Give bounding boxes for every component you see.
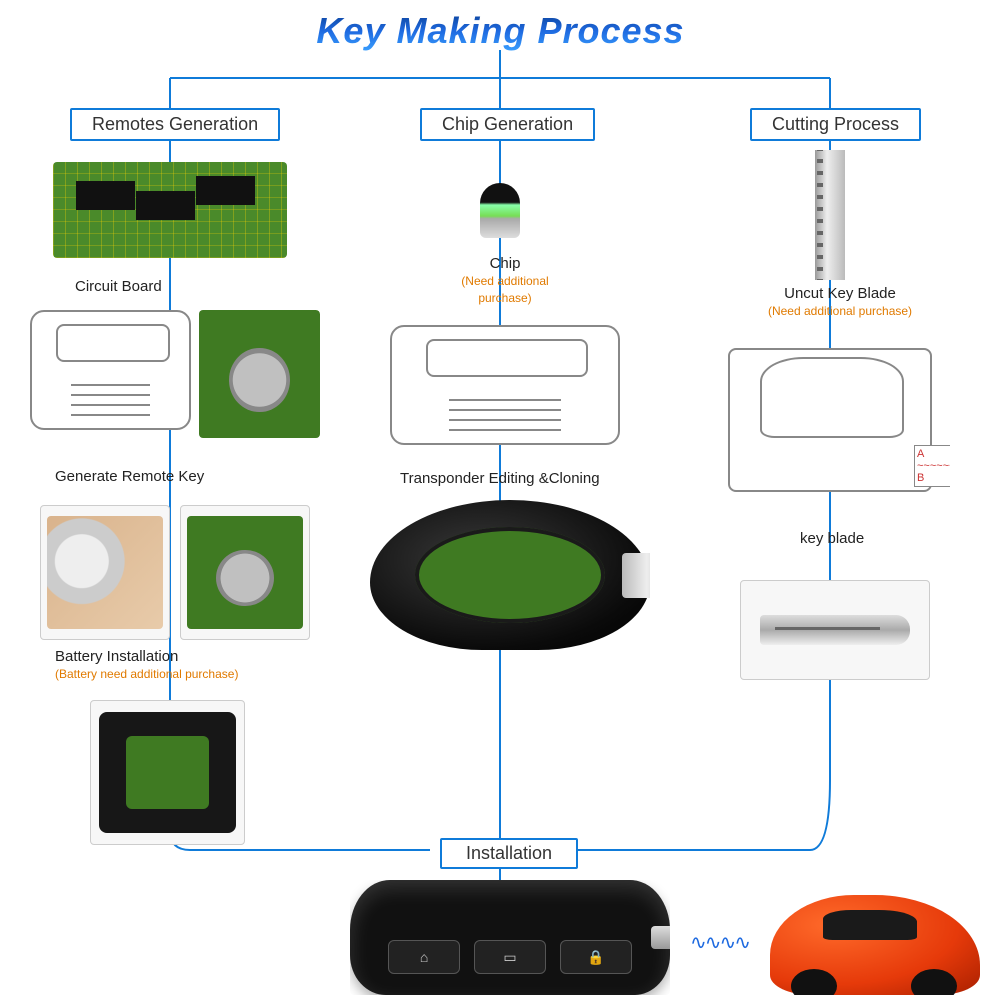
header-cutting-process: Cutting Process	[750, 108, 921, 141]
caption-chip-note: (Need additional purchase)	[461, 274, 548, 305]
header-chip-generation: Chip Generation	[420, 108, 595, 141]
caption-transponder: Transponder Editing &Cloning	[400, 470, 600, 487]
image-cut-blade	[740, 580, 930, 680]
image-assembled-part	[90, 700, 245, 845]
caption-battery-note: (Battery need additional purchase)	[55, 667, 238, 681]
image-final-key: ⌂▭🔒	[350, 880, 670, 995]
image-uncut-blade	[800, 150, 860, 280]
image-transponder-device	[370, 310, 640, 460]
caption-battery-installation: Battery Installation (Battery need addit…	[55, 648, 238, 682]
caption-generate-remote: Generate Remote Key	[55, 468, 204, 485]
caption-uncut-label: Uncut Key Blade	[784, 285, 896, 302]
image-car	[770, 895, 980, 995]
caption-battery-label: Battery Installation	[55, 648, 178, 665]
image-battery-pcb	[180, 505, 310, 640]
image-circuit-board	[40, 150, 300, 270]
caption-chip-label: Chip	[490, 255, 521, 272]
header-remotes-generation: Remotes Generation	[70, 108, 280, 141]
caption-circuit-board: Circuit Board	[75, 278, 162, 295]
caption-key-blade: key blade	[800, 530, 864, 547]
image-chip	[470, 170, 530, 250]
image-generate-remote	[30, 310, 320, 460]
image-battery-hand	[40, 505, 170, 640]
image-cutting-machine	[710, 335, 950, 505]
caption-uncut-note: (Need additional purchase)	[768, 304, 912, 318]
caption-uncut-blade: Uncut Key Blade (Need additional purchas…	[750, 285, 930, 319]
image-key-fob-open	[370, 500, 650, 650]
installation-box: Installation	[440, 838, 578, 869]
signal-wave-icon: ∿∿∿∿	[690, 930, 749, 955]
caption-chip: Chip (Need additional purchase)	[440, 255, 570, 306]
